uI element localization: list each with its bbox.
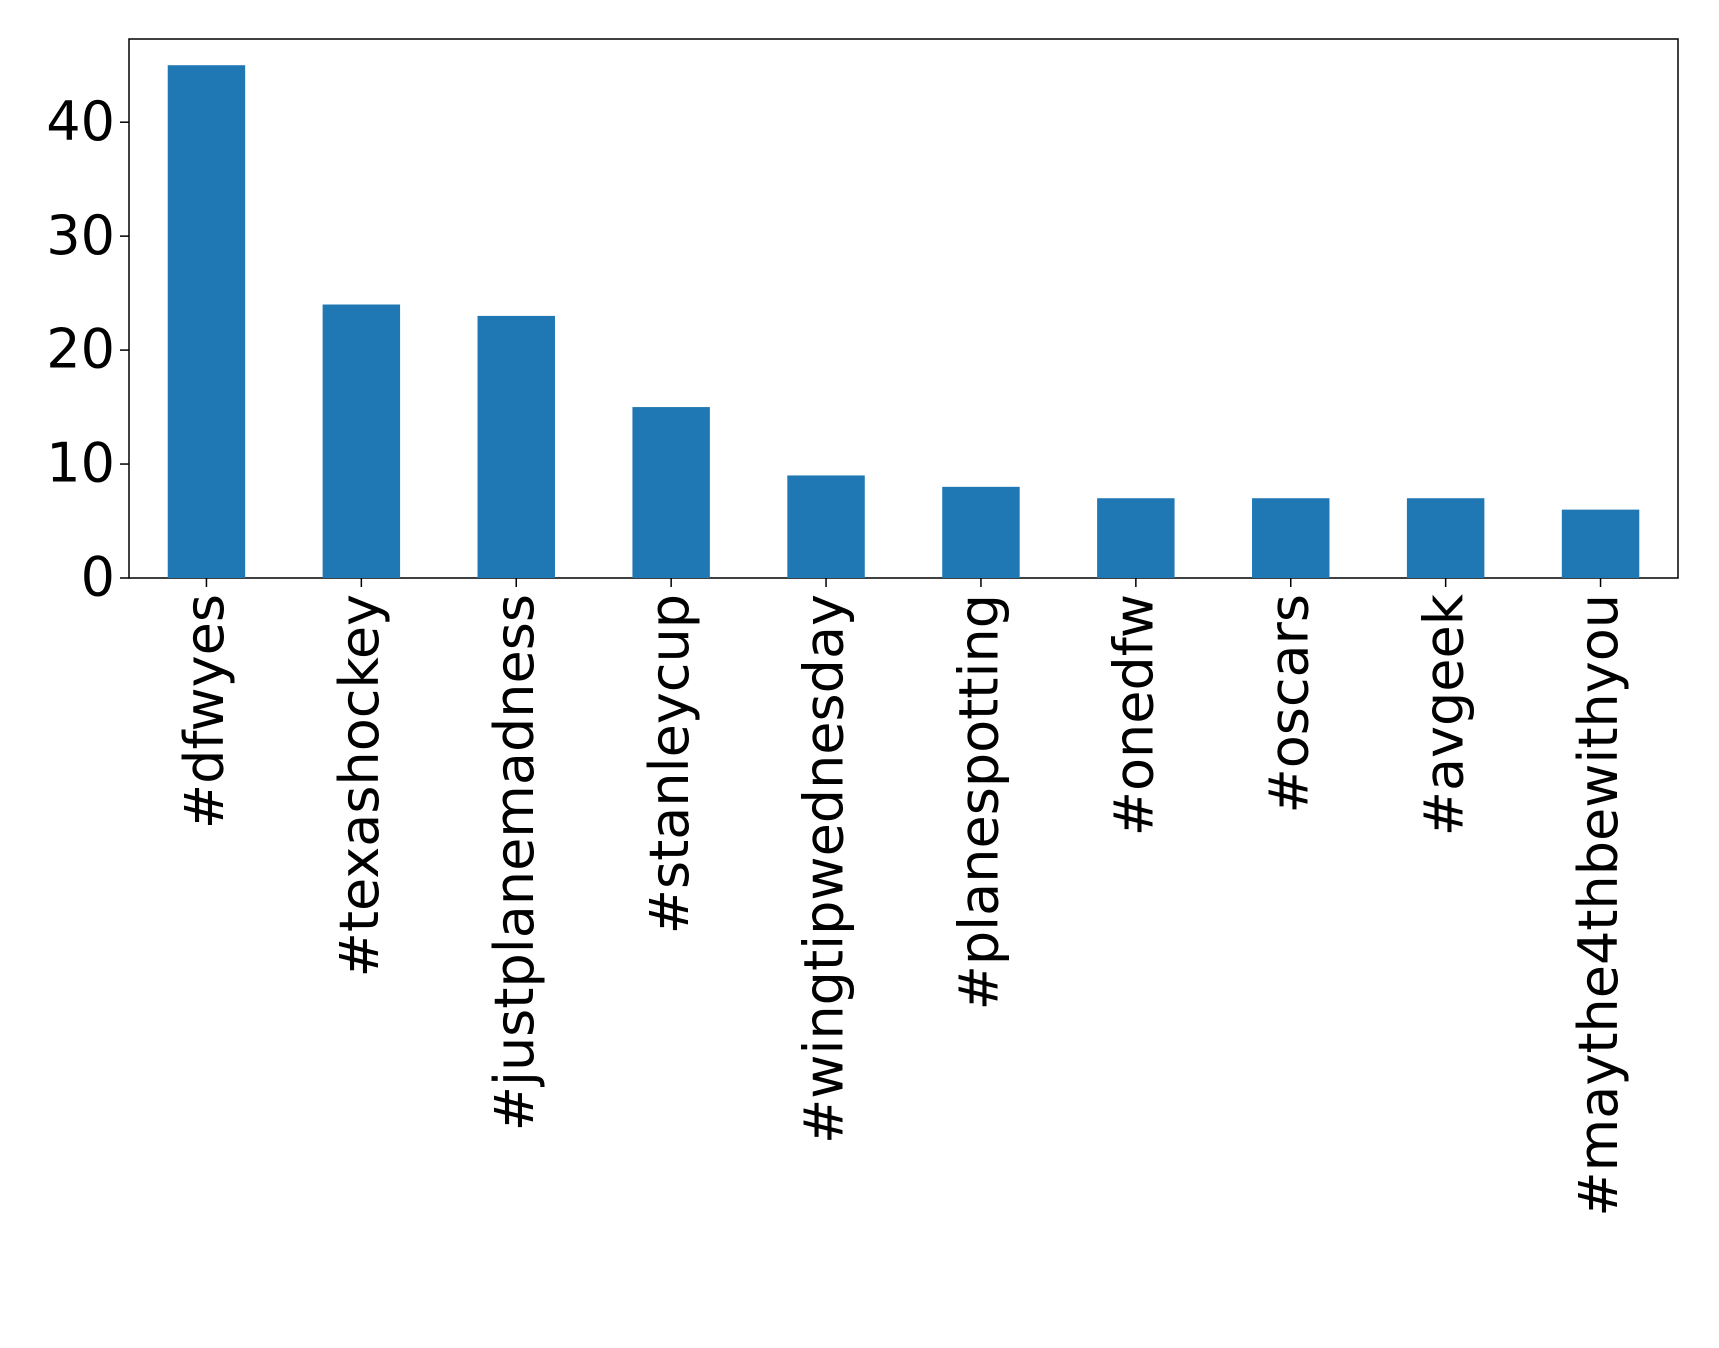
bar [942, 486, 1020, 578]
bar [1561, 509, 1640, 578]
x-tick-label: #onedfw [1102, 594, 1165, 836]
bar [477, 315, 555, 578]
plot-frame [128, 38, 1679, 579]
bar [1406, 498, 1485, 578]
x-tick-label: #avgeek [1412, 593, 1475, 836]
y-tick-label: 20 [46, 318, 115, 381]
y-tick-label: 40 [46, 90, 115, 153]
bar [787, 475, 865, 578]
y-tick-label: 0 [81, 546, 115, 609]
x-tick-label: #dfwyes [173, 594, 236, 829]
x-tick-label: #wingtipwednesday [793, 594, 856, 1144]
bar [167, 65, 246, 579]
x-tick-label: #maythe4thbewithyou [1567, 594, 1630, 1217]
bar [1252, 498, 1330, 578]
bar [1097, 498, 1175, 578]
bar [322, 304, 401, 578]
x-tick-label: #stanleycup [638, 594, 701, 934]
x-tick-label: #texashockey [328, 594, 391, 977]
y-tick-label: 30 [46, 204, 115, 267]
x-tick-label: #planespotting [948, 594, 1011, 1010]
y-tick-label: 10 [46, 432, 115, 495]
x-tick-label: #justplanemadness [483, 594, 546, 1131]
bar [632, 407, 710, 578]
x-tick-label: #oscars [1257, 594, 1320, 814]
